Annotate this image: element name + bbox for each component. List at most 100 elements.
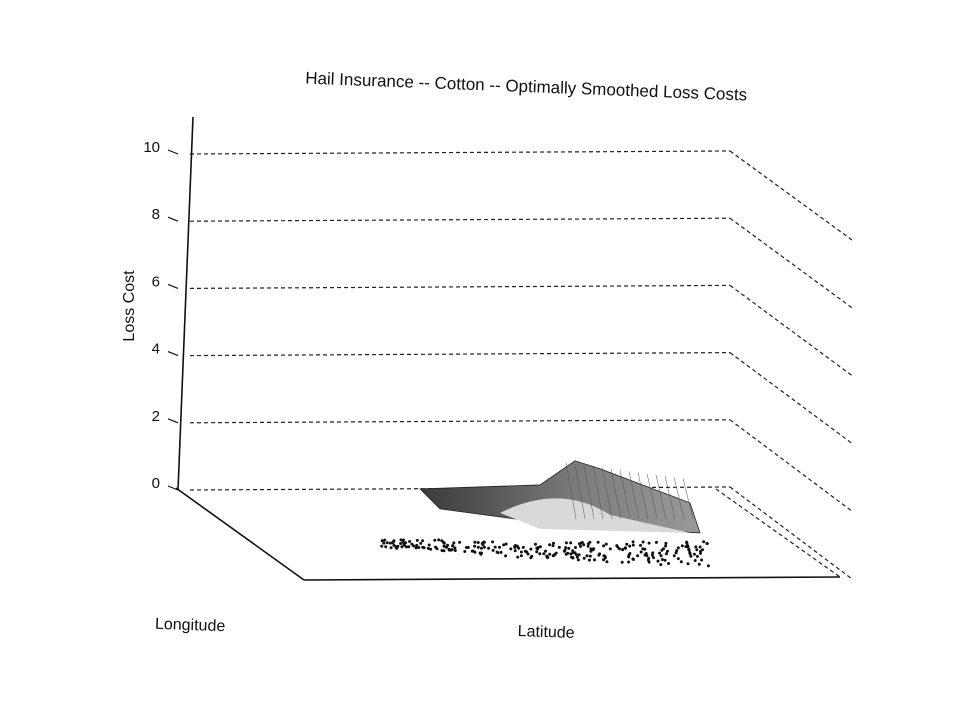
z-tick-mark xyxy=(167,283,179,289)
observation-point xyxy=(679,560,683,564)
observation-point xyxy=(659,554,663,558)
observation-point xyxy=(481,543,485,547)
observation-point xyxy=(557,545,561,549)
observation-point xyxy=(621,547,625,551)
observation-point xyxy=(499,550,503,554)
z-tick-label: 4 xyxy=(152,341,160,358)
observation-point xyxy=(516,544,519,548)
surface-mesh-line xyxy=(565,462,577,519)
z-tick-label: 0 xyxy=(152,475,160,492)
observation-point xyxy=(701,548,704,552)
observation-point xyxy=(574,546,577,549)
observation-point xyxy=(509,547,513,551)
observation-point xyxy=(575,555,579,559)
observation-point xyxy=(685,541,689,545)
observation-point xyxy=(554,551,558,555)
observation-point xyxy=(450,548,454,552)
observation-point xyxy=(579,541,583,545)
observation-point xyxy=(410,542,414,546)
observation-point xyxy=(421,539,425,543)
observation-point xyxy=(674,551,678,555)
observation-point xyxy=(689,554,693,558)
observation-point xyxy=(684,545,688,549)
chart-title: Hail Insurance -- Cotton -- Optimally Sm… xyxy=(305,69,748,105)
grid-line-back xyxy=(189,419,731,424)
observation-point xyxy=(402,538,405,542)
observation-point xyxy=(627,560,631,564)
observation-point xyxy=(641,540,645,544)
observation-point xyxy=(421,545,425,549)
surface-mesh-line xyxy=(682,478,694,519)
observation-point xyxy=(604,542,608,546)
surface-mesh-line xyxy=(655,474,667,519)
observation-point xyxy=(491,548,495,552)
floor-back-edge xyxy=(715,488,841,578)
observation-point xyxy=(529,556,533,560)
observation-point xyxy=(694,545,698,549)
x-axis-title: Latitude xyxy=(517,623,575,642)
surface-mesh-line xyxy=(574,463,586,519)
observation-point xyxy=(458,540,462,544)
observation-point xyxy=(586,544,590,548)
observation-point xyxy=(664,552,668,556)
observation-point xyxy=(688,552,692,556)
observation-point xyxy=(415,538,419,542)
observation-point xyxy=(628,552,632,555)
observation-point xyxy=(564,546,568,550)
z-tick-mark xyxy=(167,149,179,155)
observation-point xyxy=(491,540,495,544)
surface-highlight xyxy=(500,498,690,533)
grid-line-side xyxy=(729,352,853,444)
observation-point xyxy=(453,546,457,550)
observation-point xyxy=(482,545,486,549)
observation-point xyxy=(570,555,573,559)
observation-point xyxy=(417,546,421,549)
observation-point xyxy=(695,554,699,558)
observation-point xyxy=(412,544,416,548)
observation-point xyxy=(571,551,575,555)
observation-point xyxy=(473,540,477,544)
observation-point xyxy=(588,554,592,558)
observation-point xyxy=(676,546,680,550)
observation-point xyxy=(548,543,552,547)
observation-point xyxy=(697,562,701,566)
observation-point xyxy=(564,541,568,545)
observation-point xyxy=(700,558,704,562)
observation-point xyxy=(544,549,547,553)
observation-point xyxy=(663,558,667,562)
observation-point xyxy=(676,557,680,561)
observation-point xyxy=(589,549,593,553)
observation-point xyxy=(493,545,497,549)
observation-point xyxy=(404,545,408,549)
observation-point xyxy=(437,538,441,542)
observation-point xyxy=(427,543,431,547)
observation-point xyxy=(502,543,506,547)
observation-point xyxy=(579,544,582,548)
observation-point xyxy=(452,541,456,545)
observation-point xyxy=(687,548,691,552)
latitude-axis-line xyxy=(303,576,841,581)
observation-point xyxy=(692,552,696,556)
observation-point xyxy=(498,545,501,549)
observation-point xyxy=(651,551,655,555)
observation-point xyxy=(463,550,467,553)
observation-point xyxy=(429,547,433,551)
observation-point xyxy=(542,552,546,556)
observation-point xyxy=(389,546,393,550)
observation-point xyxy=(702,540,706,544)
surface-mesh-line xyxy=(619,469,631,519)
observation-point xyxy=(487,546,491,550)
observation-point xyxy=(548,552,552,556)
observation-point xyxy=(526,552,530,556)
z-tick-mark xyxy=(167,216,179,222)
observation-point xyxy=(476,541,480,544)
observation-point xyxy=(658,551,662,555)
observation-point xyxy=(552,541,555,545)
observation-point xyxy=(382,541,386,545)
observation-point xyxy=(667,562,670,565)
observation-point xyxy=(632,558,635,561)
observation-point xyxy=(602,554,606,558)
z-tick-label: 2 xyxy=(152,408,160,425)
z-tick-mark xyxy=(167,485,179,491)
observation-point xyxy=(656,559,660,563)
